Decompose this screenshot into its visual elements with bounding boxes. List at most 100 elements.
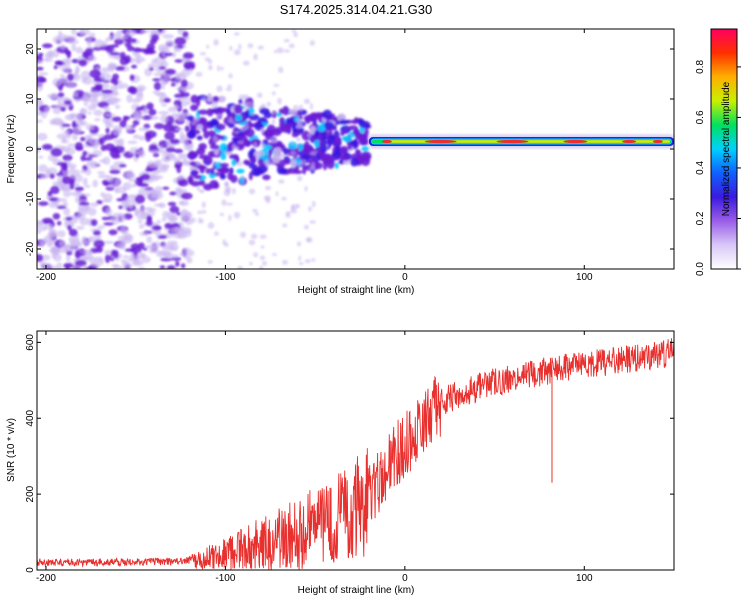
- noise-blob: [136, 48, 148, 53]
- noise-blob: [59, 239, 65, 248]
- noise-blob: [93, 141, 100, 147]
- transition-blob: [285, 117, 294, 124]
- noise-blob: [56, 221, 62, 226]
- transition-blob: [354, 117, 359, 124]
- noise-blob: [71, 120, 77, 128]
- transition-speck: [282, 259, 289, 265]
- carrier-peak: [496, 139, 529, 144]
- noise-blob: [137, 183, 149, 187]
- transition-blob: [313, 130, 320, 139]
- transition-speck: [222, 239, 227, 246]
- transition-speck: [207, 59, 213, 64]
- noise-blob: [37, 72, 49, 76]
- noise-blob: [175, 186, 182, 195]
- transition-speck: [208, 64, 213, 71]
- noise-blob: [90, 219, 98, 227]
- noise-blob: [151, 188, 156, 197]
- colorbar: 0.0 0.2 0.4 0.6 0.8 Normalized spectral ampl…: [695, 28, 741, 276]
- noise-blob: [84, 157, 93, 161]
- transition-speck: [216, 85, 223, 93]
- noise-blob: [109, 169, 121, 174]
- noise-blob: [82, 177, 88, 186]
- transition-blob: [196, 97, 201, 107]
- noise-blob: [62, 189, 72, 198]
- transition-blob: [233, 104, 243, 115]
- noise-blob: [165, 146, 176, 153]
- noise-blob: [84, 184, 91, 189]
- noise-blob: [137, 219, 143, 224]
- noise-blob: [138, 135, 146, 141]
- transition-blob: [321, 143, 328, 153]
- noise-blob: [164, 52, 174, 57]
- noise-blob: [101, 199, 112, 203]
- noise-blob: [56, 161, 68, 166]
- transition-blob: [198, 143, 207, 150]
- transition-speck: [290, 203, 298, 210]
- noise-blob: [73, 125, 82, 134]
- noise-blob: [138, 207, 149, 211]
- transition-speck: [200, 219, 204, 224]
- transition-speck: [199, 52, 207, 56]
- noise-blob: [90, 202, 99, 208]
- transition-speck: [191, 121, 197, 126]
- noise-blob: [60, 139, 70, 144]
- transition-blob: [251, 155, 257, 163]
- noise-blob: [104, 143, 116, 151]
- noise-blob: [59, 106, 66, 112]
- noise-blob: [38, 201, 49, 206]
- spectrogram-x-tick-label: -100: [215, 272, 235, 283]
- snr-x-ticks: -200 -100 0 100: [36, 331, 593, 584]
- transition-speck: [271, 91, 276, 96]
- transition-blob: [282, 128, 292, 134]
- transition-speck: [272, 253, 278, 257]
- noise-blob: [65, 254, 71, 262]
- noise-blob: [70, 191, 83, 197]
- transition-speck: [201, 210, 207, 214]
- noise-blob: [140, 29, 151, 34]
- noise-blob: [52, 181, 63, 187]
- noise-blob: [87, 111, 92, 115]
- snr-y-ticks: 0 200 400 600: [25, 334, 674, 573]
- noise-blob: [124, 124, 134, 132]
- noise-blob: [160, 114, 169, 123]
- noise-blob: [65, 35, 77, 41]
- noise-blob: [164, 131, 175, 141]
- noise-blob: [87, 207, 97, 216]
- noise-blob: [174, 148, 184, 154]
- noise-blob: [92, 179, 99, 188]
- colorbar-tick-label: 0.2: [695, 211, 706, 225]
- noise-blob: [123, 262, 133, 269]
- transition-speck: [276, 47, 284, 54]
- transition-blob: [349, 140, 357, 146]
- noise-blob: [53, 253, 62, 262]
- noise-blob: [158, 202, 166, 209]
- transition-speck: [309, 220, 317, 224]
- noise-blob: [132, 119, 140, 126]
- noise-blob: [118, 205, 124, 210]
- noise-blob: [180, 263, 186, 269]
- colorbar-tick-label: 0.8: [695, 60, 706, 74]
- noise-blob: [44, 235, 52, 241]
- noise-blob: [86, 135, 92, 143]
- noise-blob: [131, 64, 138, 69]
- noise-blob: [170, 254, 179, 259]
- transition-blob: [292, 124, 297, 134]
- noise-blob: [123, 115, 131, 120]
- transition-blob: [214, 162, 223, 169]
- noise-blob: [115, 186, 127, 194]
- carrier-band: [368, 134, 674, 149]
- transition-speck: [252, 208, 258, 213]
- noise-blob: [60, 145, 71, 153]
- noise-blob: [148, 175, 160, 182]
- noise-blob: [109, 52, 121, 56]
- transition-speck: [304, 259, 311, 264]
- noise-blob: [148, 108, 157, 116]
- noise-blob: [167, 156, 177, 161]
- noise-blob: [176, 211, 181, 216]
- noise-blob: [159, 265, 166, 269]
- transition-speck: [226, 188, 231, 194]
- transition-blob: [302, 165, 307, 175]
- transition-speck: [304, 185, 308, 192]
- noise-blob: [143, 106, 148, 114]
